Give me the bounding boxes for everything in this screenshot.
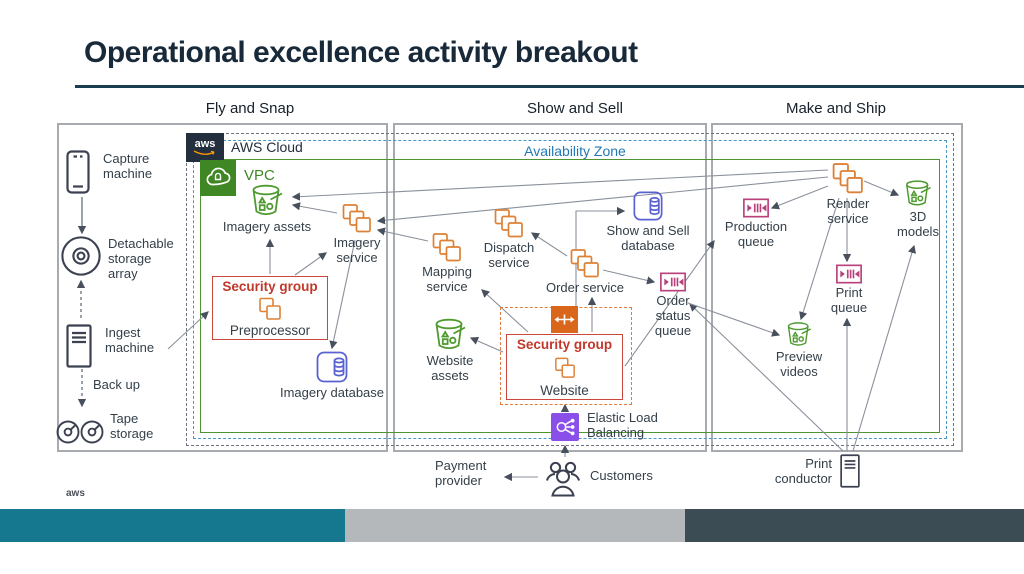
website-label: Website [540,382,589,398]
service-instances-icon [554,357,576,379]
database-icon [632,190,664,222]
service-instances-icon [494,209,524,239]
preprocessor-label: Preprocessor [229,322,311,338]
node-order-service: Order service [540,249,630,296]
production-queue-label: Production queue [724,219,788,249]
aws-logo-text: aws [194,138,216,150]
title-divider [75,85,1024,88]
back-up-label: Back up [93,377,140,392]
aws-logo-icon: aws [186,133,224,162]
print-conductor-label: Print conductor [774,456,832,486]
service-instances-icon [342,204,372,234]
column-header-show-and-sell: Show and Sell [527,100,623,117]
node-detachable-storage-array: Detachable storage array [60,235,174,281]
node-capture-machine: Capture machine [66,150,152,194]
order-service-label: Order service [545,280,625,295]
corner-aws-mark: aws [66,489,85,498]
s3-bucket-icon [249,182,285,218]
capture-machine-label: Capture machine [103,151,153,181]
node-3d-models: 3D models [883,178,953,240]
tape-storage-icon [56,419,104,445]
service-instances-icon [570,249,600,279]
node-ingest-machine: Ingest machine [66,324,154,368]
preview-videos-label: Preview videos [775,349,823,379]
tape-storage-label: Tape storage [110,411,154,441]
aws-cloud-box [186,133,954,446]
imagery-database-label: Imagery database [279,385,385,400]
footer-bar-teal [0,509,345,542]
website-assets-label: Website assets [426,353,474,383]
security-group-title: Security group [516,337,613,352]
node-imagery-assets: Imagery assets [217,182,317,235]
node-dispatch-service: Dispatch service [469,209,549,271]
elastic-load-balancing-icon [551,413,579,441]
print-queue-label: Print queue [830,285,868,315]
imagery-assets-label: Imagery assets [222,219,312,234]
s3-bucket-icon [432,316,468,352]
show-and-sell-database-label: Show and Sell database [606,223,690,253]
queue-icon [836,264,862,284]
elastic-load-balancing-label: Elastic Load Balancing [587,410,658,440]
security-group-website: Security group Website [506,334,623,400]
storage-disc-icon [60,235,102,277]
ingest-machine-label: Ingest machine [105,325,155,355]
footer-bar-dark [685,509,1024,542]
node-website-assets: Website assets [410,316,490,384]
node-show-and-sell-database: Show and Sell database [598,190,698,254]
queue-icon [743,198,769,218]
aws-cloud-label: AWS Cloud [231,139,303,155]
node-preview-videos: Preview videos [764,320,834,380]
s3-bucket-icon [903,178,933,208]
security-group-title: Security group [222,279,318,294]
database-icon [315,350,349,384]
footer-bar-gray [345,509,685,542]
page-title: Operational excellence activity breakout [84,36,638,69]
s3-bucket-icon [785,320,813,348]
detachable-storage-array-label: Detachable storage array [108,236,174,281]
service-instances-icon [258,297,282,321]
node-print-queue: Print queue [814,264,884,316]
panel-fly-and-snap [57,123,388,452]
aws-smile-icon [193,150,215,155]
3d-models-label: 3D models [897,209,939,239]
node-mapping-service: Mapping service [407,233,487,295]
mapping-service-label: Mapping service [422,264,472,294]
column-header-make-and-ship: Make and Ship [785,100,887,117]
customers-icon [545,459,581,497]
service-instances-icon [832,163,864,195]
print-conductor-icon [840,452,860,490]
vpc-label: VPC [244,167,275,184]
auto-scaling-icon [551,306,578,333]
server-icon [66,324,92,368]
node-imagery-service: Imagery service [317,204,397,266]
service-instances-icon [432,233,462,263]
column-header-fly-and-snap: Fly and Snap [205,100,295,117]
customers-label: Customers [590,468,653,483]
node-render-service: Render service [808,163,888,227]
node-imagery-database: Imagery database [269,350,395,401]
availability-zone-label: Availability Zone [524,143,626,159]
node-order-status-queue: Order status queue [638,272,708,338]
phone-icon [66,150,90,194]
queue-icon [660,272,686,292]
render-service-label: Render service [826,196,870,226]
security-group-preprocessor: Security group Preprocessor [212,276,328,340]
order-status-queue-label: Order status queue [654,293,692,338]
node-tape-storage: Tape storage [56,411,154,445]
imagery-service-label: Imagery service [333,235,381,265]
node-production-queue: Production queue [716,198,796,250]
dispatch-service-label: Dispatch service [483,240,535,270]
payment-provider-label: Payment provider [435,458,487,488]
